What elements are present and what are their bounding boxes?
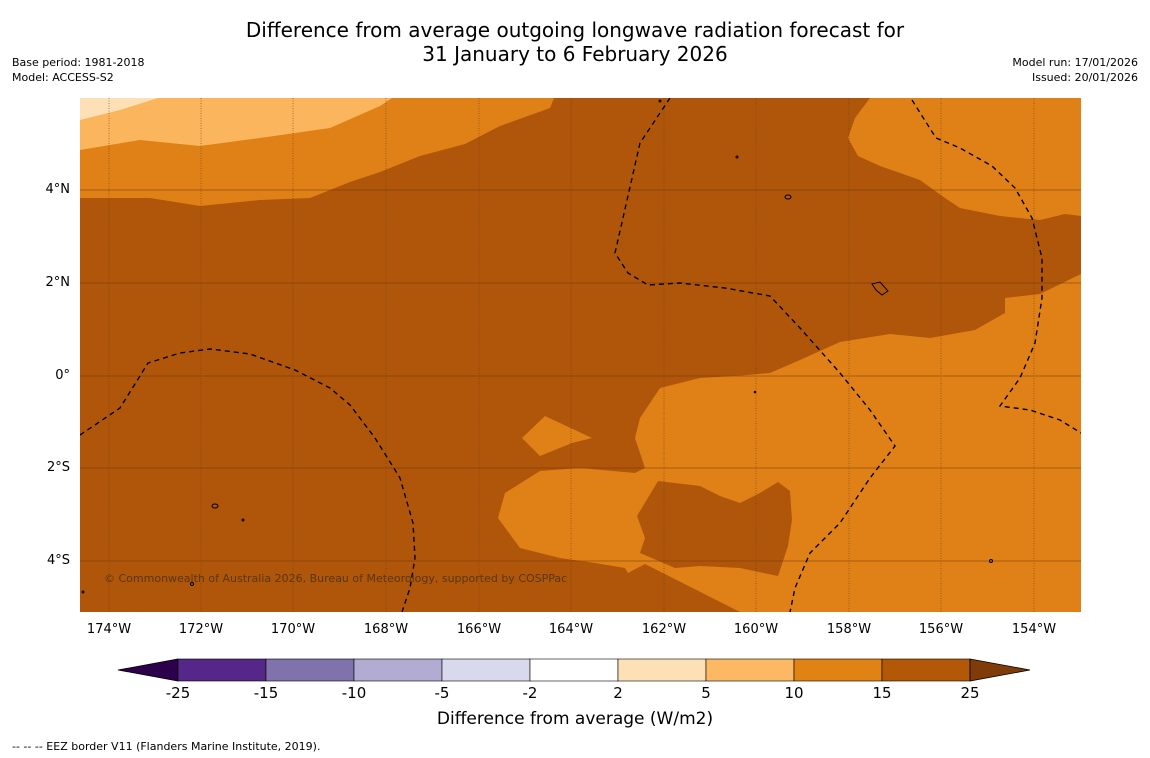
island-1 [784,194,792,200]
colorbar-segment-1 [177,658,267,682]
lat-label-2n: 2°N [45,275,71,290]
cb-tick-1: -15 [253,684,279,702]
island-5 [211,503,219,509]
lon-label-170w: 170°W [270,622,316,637]
island-4 [658,99,662,103]
lon-label-154w: 154°W [1011,622,1057,637]
colorbar-segment-4 [441,658,531,682]
eez-legend-note: -- -- -- EEZ border V11 (Flanders Marine… [12,740,321,753]
cb-tick-0: -25 [165,684,191,702]
base-period: Base period: 1981-2018 [12,56,145,69]
map-panel [80,98,1081,612]
cb-tick-5: 2 [613,684,623,702]
cb-tick-3: -5 [434,684,450,702]
meta-right: Model run: 17/01/2026 Issued: 20/01/2026 [1012,55,1138,85]
lon-label-172w: 172°W [178,622,224,637]
lat-label-4s: 4°S [46,553,70,568]
lat-label-2s: 2°S [46,460,70,475]
colorbar [112,655,1040,689]
island-3 [735,155,739,159]
colorbar-svg [117,658,1031,682]
cb-tick-6: 5 [701,684,711,702]
eez-borders [80,98,1081,612]
lon-label-156w: 156°W [918,622,964,637]
colorbar-segment-6 [617,658,707,682]
lon-label-166w: 166°W [456,622,502,637]
lon-label-162w: 162°W [641,622,687,637]
meta-left: Base period: 1981-2018 Model: ACCESS-S2 [12,55,144,85]
colorbar-segment-3 [353,658,443,682]
model-name: Model: ACCESS-S2 [12,71,114,84]
band-10-15-northeast [848,98,1081,220]
colorbar-segment-5 [529,658,619,682]
graticule [80,98,1081,612]
colorbar-title: Difference from average (W/m2) [436,709,714,729]
island-8 [989,559,993,563]
copyright-note: © Commonwealth of Australia 2026, Bureau… [104,572,568,585]
eez-border-east [911,99,1081,434]
island-7 [190,582,194,586]
colorbar-extend-high [969,658,1031,682]
island-9 [81,590,85,594]
colorbar-segment-7 [705,658,795,682]
band-5-10-northwest [80,98,392,150]
band-10-15-patch [522,416,592,456]
island-6 [241,518,245,522]
band-2-5-corner [80,98,158,120]
islands [81,99,993,594]
colorbar-segment-2 [265,658,355,682]
lat-label-0: 0° [55,368,70,383]
cb-tick-9: 25 [960,684,980,702]
lat-label-4n: 4°N [45,182,71,197]
title-line-1: Difference from average outgoing longwav… [245,18,905,42]
cb-tick-8: 15 [872,684,892,702]
cb-tick-4: -2 [522,684,538,702]
island-10 [753,390,757,394]
lon-label-158w: 158°W [826,622,872,637]
lon-label-168w: 168°W [363,622,409,637]
map-svg [80,98,1081,612]
island-2 [871,281,889,296]
lon-label-164w: 164°W [548,622,594,637]
band-15-25-island [637,481,792,576]
colorbar-extend-low [117,658,179,682]
eez-border-west [80,348,416,612]
lon-label-160w: 160°W [733,622,779,637]
colorbar-segment-9 [881,658,971,682]
chart-title: Difference from average outgoing longwav… [0,18,1150,66]
title-line-2: 31 January to 6 February 2026 [422,42,728,66]
model-run: Model run: 17/01/2026 [1012,56,1138,69]
eez-border-central [614,98,896,612]
cb-tick-7: 10 [784,684,804,702]
lon-label-174w: 174°W [86,622,132,637]
issued-date: Issued: 20/01/2026 [1031,71,1138,84]
colorbar-segment-8 [793,658,883,682]
colorbar-segments [117,658,1031,682]
cb-tick-2: -10 [341,684,367,702]
